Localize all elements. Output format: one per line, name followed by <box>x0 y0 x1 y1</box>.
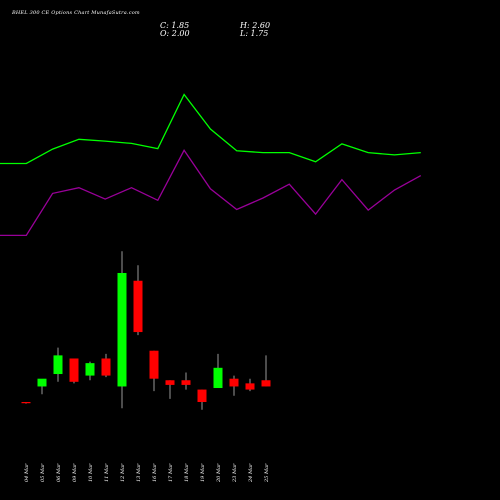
x-tick-label: 04 Mar <box>24 463 30 482</box>
close-readout: C: 1.85 <box>160 21 190 30</box>
candle-body <box>53 355 63 375</box>
candle-body <box>197 389 207 403</box>
candle-body <box>213 367 223 389</box>
candle-body <box>245 383 255 390</box>
x-tick-label: 09 Mar <box>72 463 78 482</box>
x-tick-label: 18 Mar <box>184 463 190 482</box>
x-tick-label: 13 Mar <box>136 463 142 482</box>
candle-body <box>21 402 31 404</box>
x-tick-label: 17 Mar <box>168 463 174 482</box>
x-tick-label: 25 Mar <box>264 463 270 483</box>
x-tick-label: 23 Mar <box>232 463 238 483</box>
candle-body <box>149 350 159 379</box>
candle-body <box>69 358 79 382</box>
upper-indicator-line <box>0 93 421 165</box>
x-tick-label: 11 Mar <box>104 463 110 482</box>
x-tick-label: 10 Mar <box>88 463 94 482</box>
candle-body <box>85 363 95 376</box>
candle-body <box>133 280 143 333</box>
candle-body <box>229 378 239 387</box>
chart-title: BHEL 300 CE Options Chart MunafaSutra.co… <box>12 10 140 16</box>
x-tick-label: 24 Mar <box>248 463 254 483</box>
candle-body <box>117 272 127 387</box>
x-tick-label: 05 Mar <box>40 463 46 482</box>
open-readout: O: 2.00 <box>160 29 190 38</box>
x-tick-label: 19 Mar <box>200 463 206 482</box>
high-readout: H: 2.60 <box>240 21 271 30</box>
candle-body <box>101 358 111 376</box>
x-tick-label: 16 Mar <box>152 463 158 482</box>
candle-body <box>37 378 47 387</box>
x-tick-label: 20 Mar <box>216 463 222 483</box>
low-readout: L: 1.75 <box>240 29 269 38</box>
candle-body <box>261 380 271 387</box>
x-tick-label: 12 Mar <box>120 463 126 482</box>
x-tick-label: 06 Mar <box>56 463 62 482</box>
candle-body <box>165 380 175 385</box>
candle-body <box>181 380 191 385</box>
lower-indicator-line <box>0 149 422 237</box>
